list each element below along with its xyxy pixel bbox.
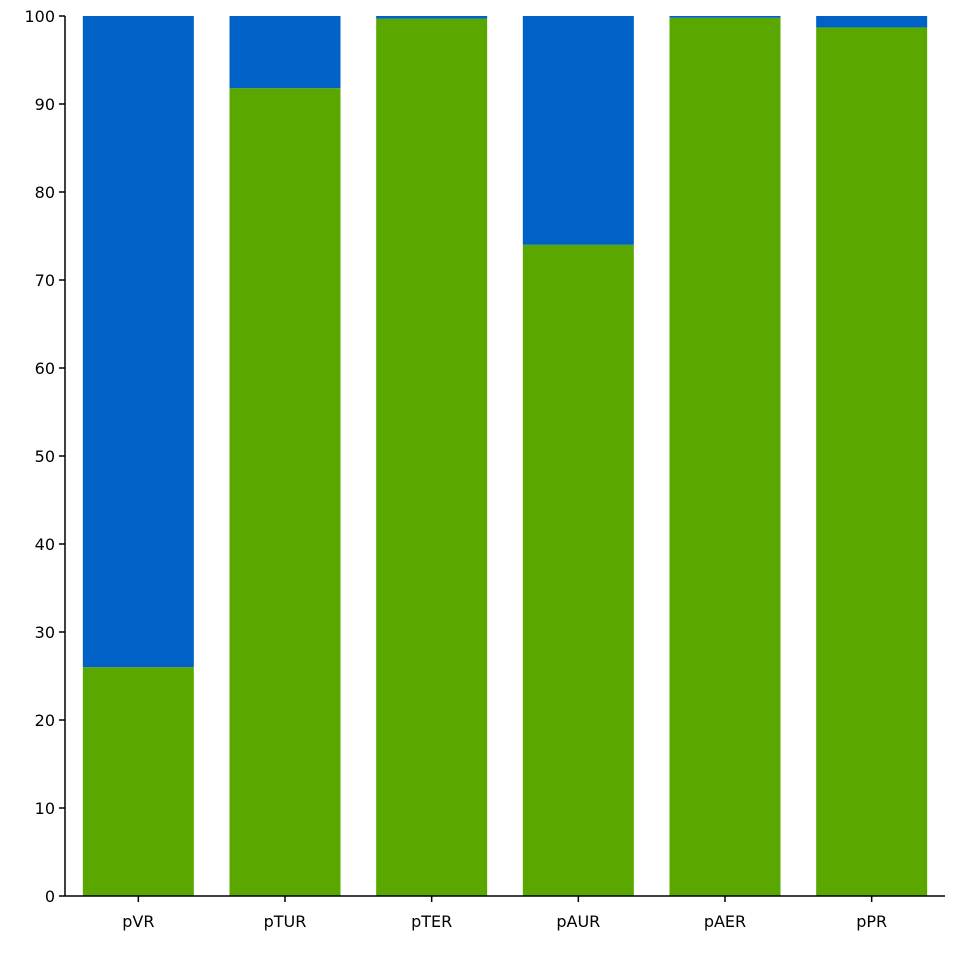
y-tick-label: 50 bbox=[35, 447, 55, 466]
bar-pTER-series-1 bbox=[376, 16, 488, 19]
y-tick-label: 10 bbox=[35, 799, 55, 818]
y-tick-label: 60 bbox=[35, 359, 55, 378]
bar-pAER-series-0 bbox=[669, 17, 781, 896]
bar-pVR-series-1 bbox=[82, 16, 194, 668]
y-tick-label: 90 bbox=[35, 95, 55, 114]
bar-pTER-series-0 bbox=[376, 18, 488, 896]
x-axis: pVR pTUR pTER pAUR pAER pPR bbox=[65, 895, 945, 931]
bar-pAUR-series-0 bbox=[522, 244, 634, 897]
y-tick-label: 20 bbox=[35, 711, 55, 730]
x-tick-label: pAUR bbox=[556, 912, 600, 931]
bar-pPR-series-0 bbox=[816, 27, 928, 896]
x-tick-label: pTER bbox=[411, 912, 452, 931]
y-tick-label: 0 bbox=[45, 887, 55, 906]
y-tick-label: 80 bbox=[35, 183, 55, 202]
y-axis: 0 10 20 30 40 50 60 70 80 90 100 bbox=[24, 7, 66, 906]
y-tick-label: 70 bbox=[35, 271, 55, 290]
bar-pTUR-series-1 bbox=[229, 16, 341, 89]
bar-pAUR-series-1 bbox=[522, 16, 634, 245]
y-tick-label: 40 bbox=[35, 535, 55, 554]
x-tick-label: pVR bbox=[122, 912, 154, 931]
x-tick-label: pAER bbox=[704, 912, 746, 931]
bar-pPR-series-1 bbox=[816, 16, 928, 28]
bar-group bbox=[82, 16, 928, 897]
bar-pTUR-series-0 bbox=[229, 88, 341, 896]
x-tick-label: pTUR bbox=[264, 912, 307, 931]
bar-pVR-series-0 bbox=[82, 667, 194, 896]
y-tick-label: 30 bbox=[35, 623, 55, 642]
y-tick-label: 100 bbox=[24, 7, 55, 26]
x-tick-label: pPR bbox=[856, 912, 887, 931]
bar-pAER-series-1 bbox=[669, 16, 781, 18]
